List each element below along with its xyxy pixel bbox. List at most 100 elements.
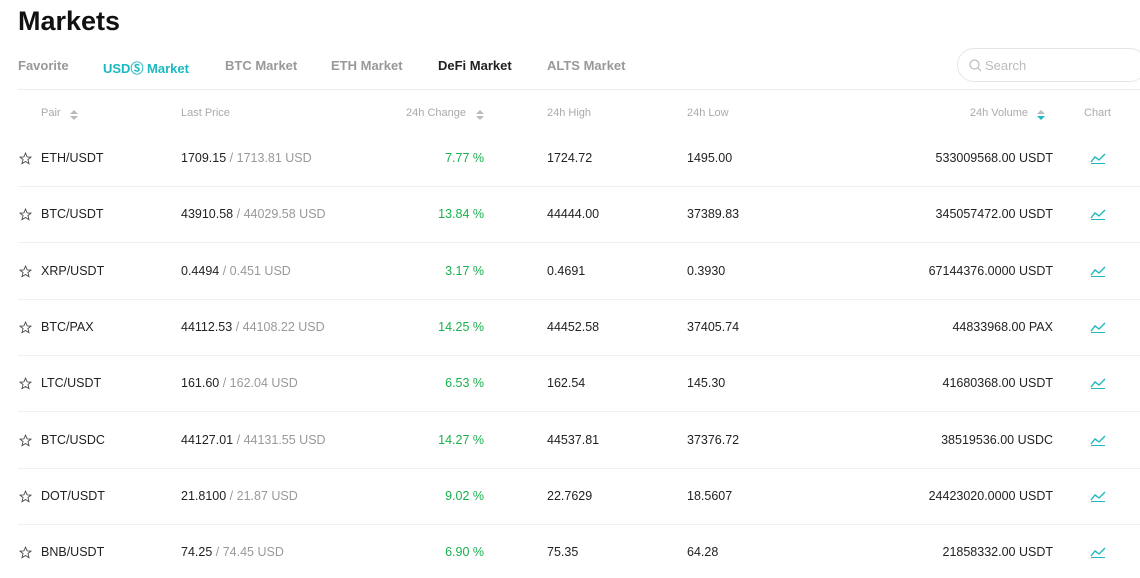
column-header[interactable]: Pair [41,107,61,119]
change: 6.53 % [445,376,484,391]
low: 37389.83 [687,207,740,222]
high: 1724.72 [547,151,593,165]
favorite-star[interactable] [18,377,33,395]
high: 22.7629 [547,488,593,503]
column-header[interactable]: 24h Change [406,107,466,119]
low: 18.5607 [687,488,733,503]
column-header: Chart [1084,107,1111,119]
chart-icon[interactable] [1090,433,1106,451]
last-price: 44127.01 / 44131.55 USD [181,432,326,448]
tab[interactable]: DeFi Market [438,58,512,73]
volume: 533009568.00 USDT [935,151,1053,165]
column-header[interactable]: 24h Volume [969,107,1028,119]
price: 44127.01 [181,432,234,447]
low: 37376.72 [687,432,740,447]
high: 0.4691 [547,263,586,278]
pair[interactable]: ETH/USDT [41,151,104,165]
price: 1709.15 [181,151,227,165]
favorite-star[interactable] [18,489,33,508]
price: 74.25 [181,545,213,560]
chart-icon[interactable] [1090,264,1106,282]
chart-icon[interactable] [1090,151,1106,169]
favorite-star[interactable] [18,151,33,170]
usd-price: / 0.451 USD [222,263,291,278]
change: 14.27 % [438,432,484,447]
pair[interactable]: XRP/USDT [41,263,105,278]
tab[interactable]: USDⓈ Market [103,61,189,76]
change: 3.17 % [445,263,484,278]
usd-price: / 162.04 USD [222,376,298,391]
high: 75.35 [547,545,579,560]
pair[interactable]: DOT/USDT [41,488,105,503]
search-box[interactable] [957,48,1140,82]
row-separator [18,411,1140,413]
change: 7.77 % [445,151,484,165]
favorite-star[interactable] [18,208,33,226]
price: 44112.53 [181,319,233,334]
usd-price: / 1713.81 USD [229,151,312,165]
row-separator [18,467,1140,469]
usd-price: / 44131.55 USD [236,432,326,447]
volume: 41680368.00 USDT [942,376,1054,391]
pair[interactable]: BTC/USDT [41,207,104,222]
low: 145.30 [687,376,726,391]
chart-icon[interactable] [1090,489,1106,507]
price: 21.8100 [181,488,227,503]
chart-icon[interactable] [1090,207,1106,225]
last-price: 44112.53 / 44108.22 USD [181,319,325,335]
row-separator [18,354,1140,356]
sort-icon[interactable] [69,108,79,126]
pair[interactable]: LTC/USDT [41,376,102,391]
volume: 67144376.0000 USDT [928,263,1053,278]
pair[interactable]: BTC/USDC [41,432,105,447]
usd-price: / 21.87 USD [229,488,298,503]
low: 64.28 [687,545,719,560]
row-separator [18,242,1140,244]
column-header: 24h Low [687,107,729,119]
favorite-star[interactable] [18,320,33,339]
change: 6.90 % [445,545,484,560]
tab[interactable]: BTC Market [225,58,298,73]
tab[interactable]: Favorite [18,58,69,73]
sort-icon[interactable] [1036,108,1046,126]
low: 37405.74 [687,319,740,334]
volume: 24423020.0000 USDT [928,488,1053,503]
page-title: Markets [18,6,121,36]
usd-price: / 74.45 USD [215,545,284,560]
last-price: 74.25 / 74.45 USD [181,544,284,560]
low: 0.3930 [687,263,726,278]
chart-icon[interactable] [1090,376,1106,394]
favorite-star[interactable] [18,264,33,283]
row-separator [18,523,1140,525]
price: 0.4494 [181,263,220,278]
price: 161.60 [181,376,220,391]
column-header: Last Price [181,107,230,119]
change: 13.84 % [438,207,484,222]
column-header: 24h High [547,107,592,119]
chart-icon[interactable] [1090,545,1106,563]
pair[interactable]: BNB/USDT [41,545,105,560]
high: 44537.81 [547,432,600,447]
pair[interactable]: BTC/PAX [41,319,94,334]
tab[interactable]: ETH Market [331,58,403,73]
row-separator [18,298,1140,300]
change: 9.02 % [445,488,484,503]
favorite-star[interactable] [18,433,33,452]
favorite-star[interactable] [18,546,33,564]
search-placeholder: Search [985,58,1027,73]
high: 44452.58 [547,319,600,334]
usd-price: / 44029.58 USD [236,207,326,222]
row-separator [18,186,1140,187]
volume: 38519536.00 USDC [941,432,1053,447]
last-price: 43910.58 / 44029.58 USD [181,206,326,222]
last-price: 1709.15 / 1713.81 USD [181,150,312,166]
chart-icon[interactable] [1090,320,1106,338]
divider [18,89,1140,90]
tab[interactable]: ALTS Market [547,58,626,73]
sort-icon[interactable] [475,108,485,126]
last-price: 161.60 / 162.04 USD [181,375,298,391]
price: 43910.58 [181,207,234,222]
volume: 345057472.00 USDT [935,207,1053,222]
volume: 21858332.00 USDT [942,545,1054,560]
